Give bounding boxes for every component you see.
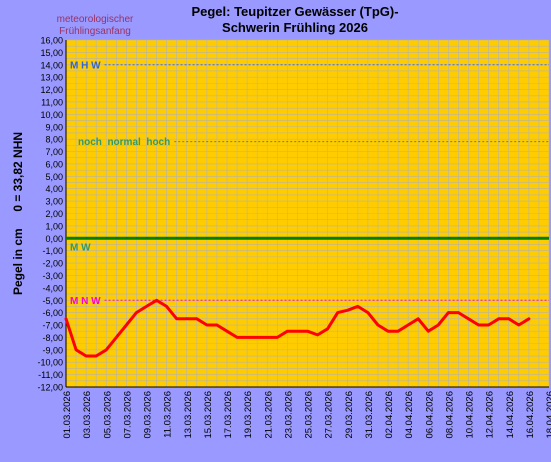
y-tick-label: -5,00 [42,296,63,306]
chart-title: Pegel: Teupitzer Gewässer (TpG)- [191,4,399,19]
x-tick-label: 09.03.2026 [143,391,154,439]
x-tick-label: 07.03.2026 [122,391,133,439]
y-tick-label: 10,00 [40,110,63,120]
x-tick-label: 01.03.2026 [62,391,73,439]
y-tick-label: -10,00 [37,358,63,368]
reference-label: M H W [70,60,101,71]
y-tick-label: -11,00 [38,370,63,380]
y-tick-label: 11,00 [41,97,63,107]
y-axis-label: Pegel in cm 0 = 33,82 NHN [11,132,25,295]
x-tick-label: 16.04.2026 [525,391,536,439]
y-tick-label: 9,00 [45,122,63,132]
y-tick-label: 0,00 [45,234,63,244]
x-tick-label: 23.03.2026 [283,391,294,439]
y-tick-label: -12,00 [37,383,63,393]
y-tick-label: 6,00 [45,159,63,169]
y-tick-label: -7,00 [42,321,63,331]
x-tick-label: 14.04.2026 [505,391,516,439]
season-note-line-2: Frühlingsanfang [59,26,131,37]
x-tick-label: 04.04.2026 [404,391,415,439]
x-tick-label: 03.03.2026 [82,391,93,439]
x-tick-label: 18.04.2026 [545,391,551,439]
x-tick-label: 13.03.2026 [183,391,194,439]
water-level-line [64,298,531,358]
x-tick-label: 31.03.2026 [364,391,375,439]
y-tick-label: 14,00 [40,60,63,70]
y-tick-label: 2,00 [45,209,63,219]
y-tick-label: 1,00 [45,221,63,231]
x-tick-label: 27.03.2026 [324,391,335,439]
chart-subtitle: Schwerin Frühling 2026 [222,20,368,35]
y-tick-label: -4,00 [42,283,63,293]
y-tick-label: 3,00 [45,197,63,207]
x-tick-label: 10.04.2026 [465,391,476,439]
x-tick-label: 29.03.2026 [344,391,355,439]
x-tick-label: 12.04.2026 [485,391,496,439]
y-tick-label: 7,00 [45,147,63,157]
season-note-line-1: meteorologischer [56,14,134,25]
x-tick-label: 08.04.2026 [444,391,455,439]
y-tick-label: 13,00 [40,73,63,83]
x-tick-label: 25.03.2026 [304,391,315,439]
reference-label: noch normal hoch [78,137,170,148]
y-tick-label: -1,00 [42,246,63,256]
reference-label: M W [70,242,91,253]
y-tick-label: 16,00 [40,36,63,46]
reference-label: M N W [70,296,101,307]
y-tick-label: -2,00 [42,259,63,269]
y-tick-label: -6,00 [42,308,63,318]
y-tick-label: -8,00 [42,333,63,343]
x-tick-label: 11.03.2026 [163,391,174,438]
x-tick-label: 17.03.2026 [223,391,234,439]
y-tick-label: 4,00 [45,184,63,194]
x-tick-label: 15.03.2026 [203,391,214,439]
y-tick-label: 12,00 [40,85,63,95]
y-tick-label: 8,00 [45,135,63,145]
y-tick-label: 5,00 [45,172,63,182]
x-tick-label: 02.04.2026 [384,391,395,439]
x-tick-label: 21.03.2026 [263,391,274,439]
x-tick-label: 05.03.2026 [102,391,113,439]
x-tick-label: 19.03.2026 [243,391,254,439]
y-tick-label: 15,00 [40,48,63,58]
x-tick-label: 06.04.2026 [424,391,435,439]
y-tick-label: -3,00 [42,271,63,281]
y-tick-label: -9,00 [42,345,63,355]
